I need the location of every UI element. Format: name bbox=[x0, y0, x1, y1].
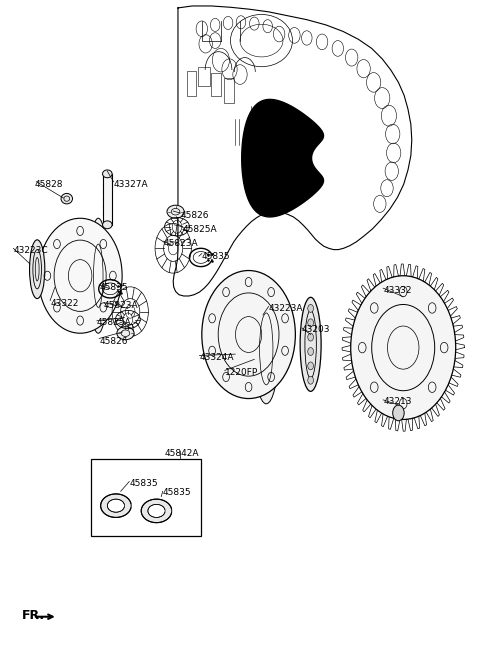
Text: 43213: 43213 bbox=[383, 397, 412, 405]
Text: 45825A: 45825A bbox=[183, 225, 217, 234]
Bar bbox=[199, 67, 210, 87]
Text: 43322: 43322 bbox=[50, 298, 78, 308]
Circle shape bbox=[308, 304, 313, 312]
Ellipse shape bbox=[141, 499, 172, 523]
Text: 43327A: 43327A bbox=[114, 180, 148, 189]
Circle shape bbox=[308, 319, 313, 327]
Bar bbox=[103, 174, 112, 225]
Text: 45828: 45828 bbox=[35, 180, 63, 189]
Ellipse shape bbox=[148, 504, 165, 518]
Bar bbox=[211, 73, 221, 96]
Ellipse shape bbox=[254, 294, 279, 404]
Circle shape bbox=[308, 362, 313, 370]
Bar bbox=[187, 72, 196, 96]
Text: 45835: 45835 bbox=[202, 252, 230, 260]
Text: 45842A: 45842A bbox=[165, 449, 199, 458]
Text: 45825A: 45825A bbox=[97, 318, 132, 327]
Circle shape bbox=[351, 276, 456, 419]
Text: 45835: 45835 bbox=[99, 283, 128, 292]
Bar bbox=[91, 459, 201, 536]
Polygon shape bbox=[242, 100, 324, 217]
Text: 45835: 45835 bbox=[129, 479, 158, 488]
Circle shape bbox=[202, 270, 295, 399]
Text: 43223C: 43223C bbox=[13, 247, 48, 255]
Circle shape bbox=[308, 333, 313, 341]
Text: 45826: 45826 bbox=[99, 337, 128, 346]
Circle shape bbox=[38, 218, 122, 333]
Ellipse shape bbox=[61, 194, 72, 204]
Ellipse shape bbox=[300, 297, 321, 392]
Ellipse shape bbox=[117, 327, 134, 340]
Text: 43223A: 43223A bbox=[269, 304, 303, 313]
Text: 45823A: 45823A bbox=[164, 239, 198, 248]
Ellipse shape bbox=[108, 499, 124, 512]
Ellipse shape bbox=[89, 218, 108, 333]
Text: 45823A: 45823A bbox=[104, 300, 139, 310]
Ellipse shape bbox=[101, 494, 131, 518]
Ellipse shape bbox=[103, 170, 112, 178]
Text: FR.: FR. bbox=[22, 609, 45, 622]
Text: 45826: 45826 bbox=[180, 211, 209, 220]
Circle shape bbox=[308, 348, 313, 356]
Ellipse shape bbox=[30, 240, 45, 298]
Text: 43203: 43203 bbox=[302, 325, 331, 335]
Text: 43332: 43332 bbox=[383, 285, 412, 295]
Text: 1220FP: 1220FP bbox=[225, 368, 258, 377]
Bar bbox=[224, 78, 234, 102]
Ellipse shape bbox=[167, 205, 184, 218]
Circle shape bbox=[308, 377, 313, 384]
Text: 43324A: 43324A bbox=[199, 353, 234, 362]
Ellipse shape bbox=[103, 221, 112, 229]
Circle shape bbox=[393, 405, 404, 420]
Text: 45835: 45835 bbox=[163, 488, 192, 497]
